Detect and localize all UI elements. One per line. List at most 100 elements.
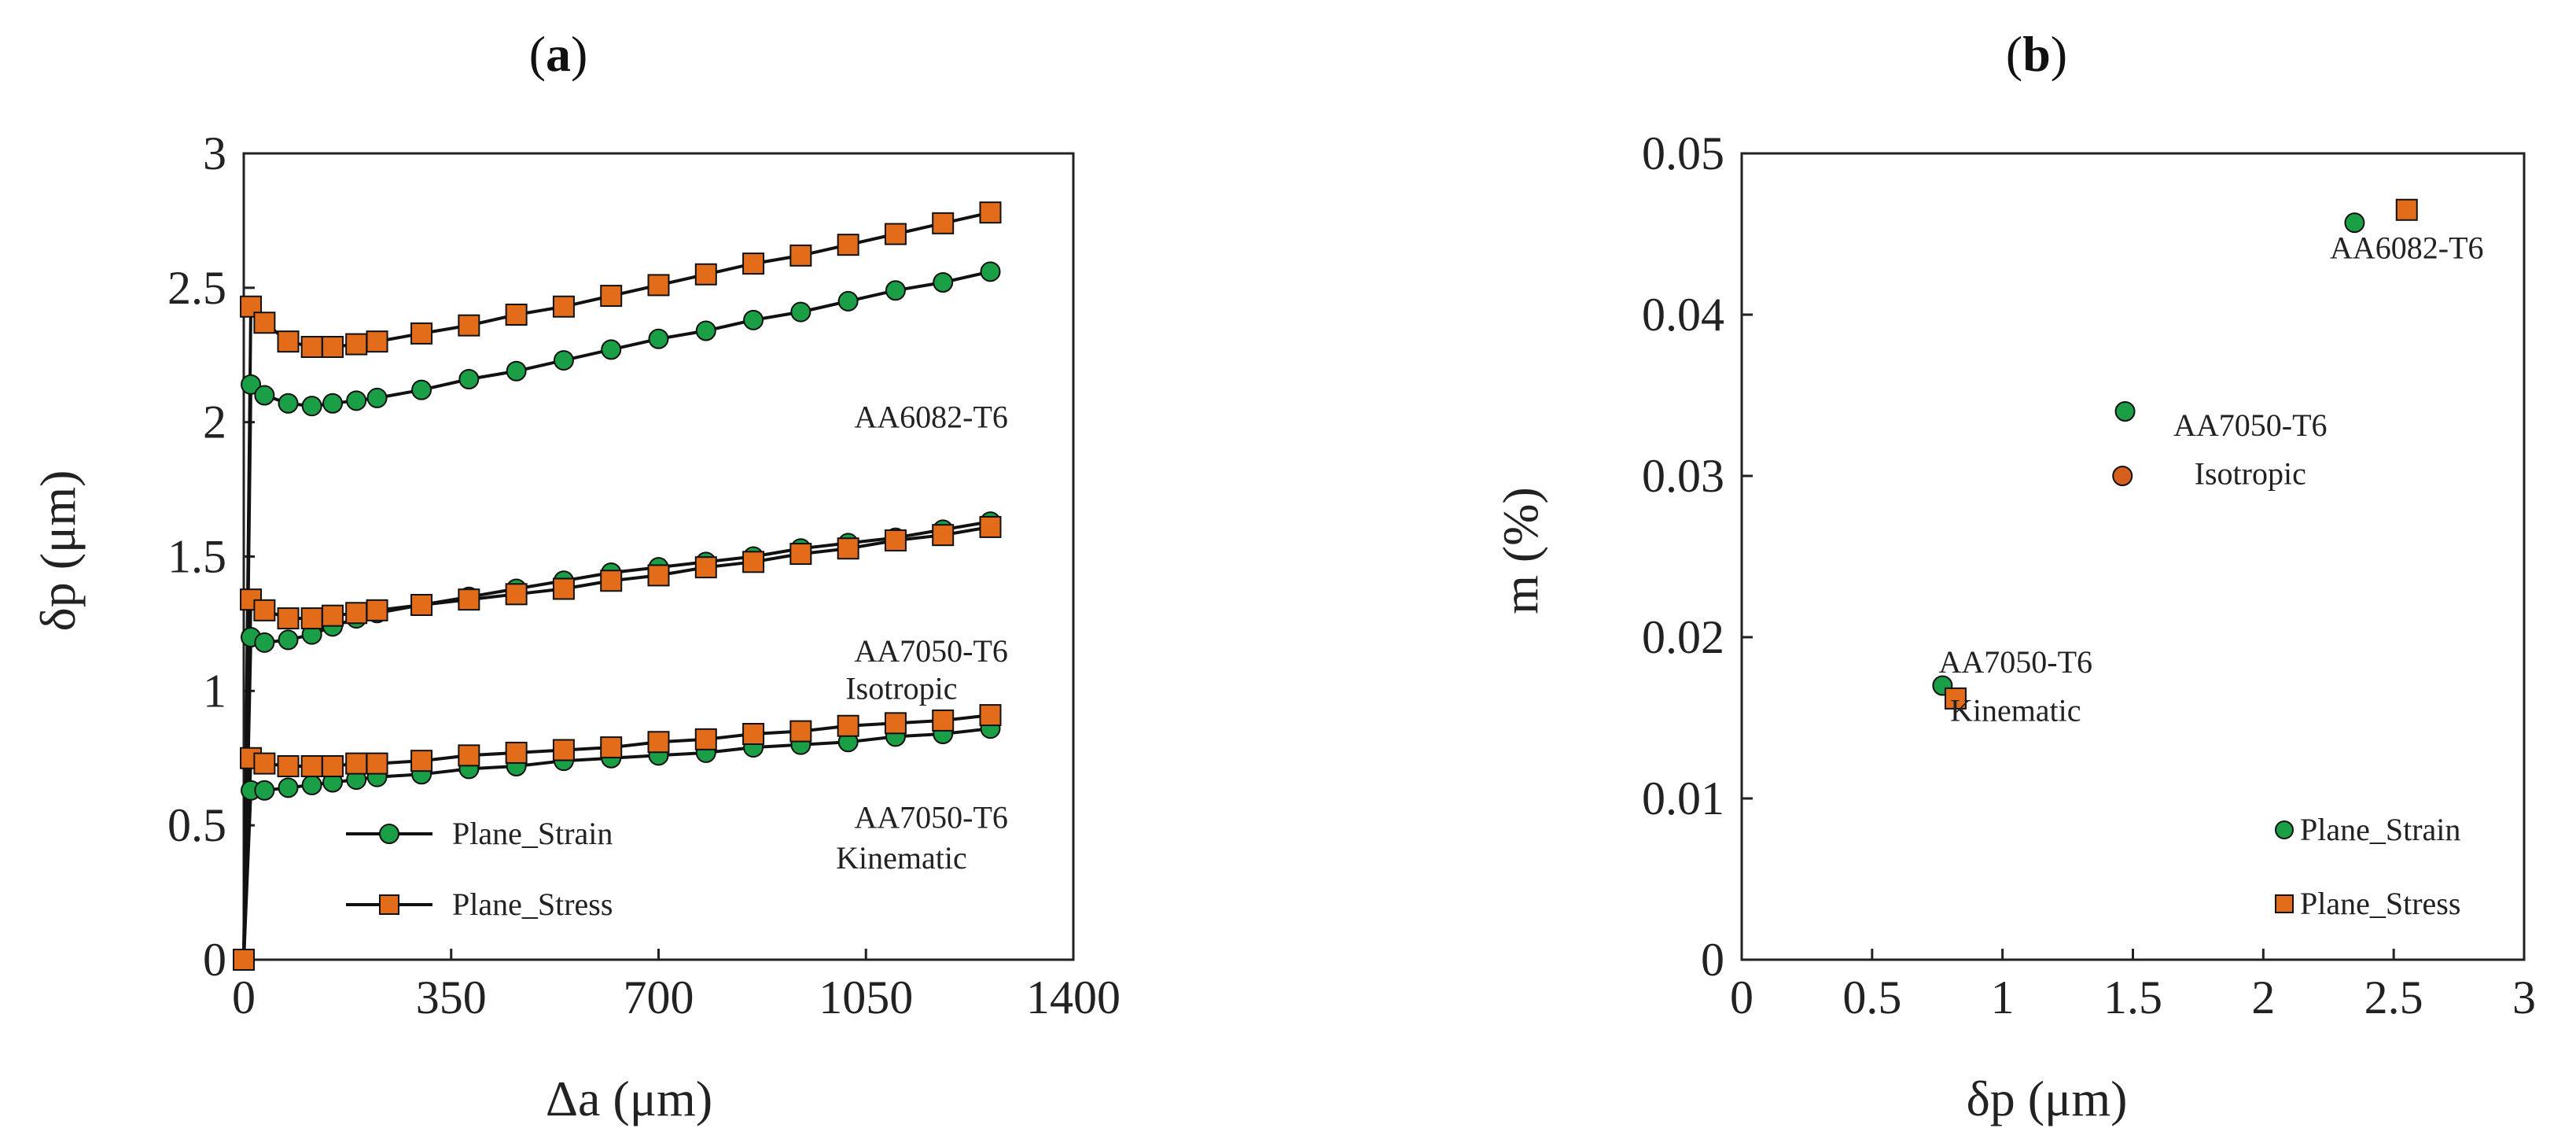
annotation-label: AA7050-T6 [854,800,1008,835]
legend-marker-plane-strain [379,824,399,844]
panel-b-markers [1932,198,2418,710]
y-tick-label: 0.05 [1642,127,1724,179]
data-point-plane-strain [933,272,954,293]
data-point-plane-stress [300,607,323,630]
data-point-plane-stress [253,599,276,621]
data-point-plane-strain [254,632,275,653]
data-point-plane-strain [278,629,299,651]
panel-b-label: (b) [2006,26,2067,82]
data-point-plane-stress [694,556,717,579]
data-point-plane-stress [837,714,859,737]
annotation-label: Isotropic [845,671,957,706]
legend-marker-plane-stress [379,894,399,915]
data-point-plane-stress [300,755,323,777]
data-point-plane-stress [694,263,717,286]
legend-marker-plane-strain [2275,820,2294,839]
data-point-plane-stress [410,322,433,345]
y-tick-label: 0.01 [1642,772,1724,824]
data-point-plane-stress [505,583,528,606]
data-point-plane-strain [506,360,527,382]
y-tick-label: 1.5 [167,531,226,583]
data-point-plane-stress [240,295,263,318]
legend-label-plane-strain: Plane_Strain [2300,812,2460,847]
annotation-label: AA6082-T6 [854,400,1008,435]
data-point-plane-stress [789,543,812,566]
annotation-label: Kinematic [1950,693,2081,728]
data-point-plane-strain [278,393,299,414]
data-point-plane-strain [346,390,367,411]
x-tick-label: 700 [624,972,694,1023]
data-point-plane-stress [458,314,480,337]
data-point-plane-stress [647,274,670,297]
data-point-plane-stress [505,304,528,326]
annotation-label: AA7050-T6 [854,633,1008,669]
x-tick-label: 0.5 [1842,972,1901,1023]
data-point-plane-strain [241,374,262,395]
data-point-plane-stress [600,285,623,308]
data-point-plane-stress [366,752,388,775]
data-point-plane-strain [2114,401,2136,422]
data-point-plane-strain [411,379,432,400]
panel-b-annotations: AA6082-T6 AA7050-T6 Isotropic AA7050-T6 Kine… [1938,230,2483,728]
data-point-plane-stress [2112,466,2133,486]
data-point-plane-stress [277,607,300,630]
data-point-plane-stress [253,312,276,334]
data-point-plane-stress [505,741,528,764]
panel-a-xlabel: Δa (μm) [546,1071,712,1126]
data-point-plane-strain [366,387,388,408]
data-point-plane-stress [410,594,433,616]
annotation-label: Kinematic [836,840,967,876]
data-point-plane-strain [2344,212,2365,234]
data-point-plane-stress [600,736,623,759]
data-point-plane-strain [553,350,574,371]
data-point-plane-stress [458,744,480,767]
data-point-plane-strain [837,290,859,312]
y-tick-label: 0 [1701,934,1724,986]
x-tick-label: 1050 [819,972,913,1023]
data-point-plane-strain [322,393,344,414]
data-point-plane-stress [345,602,368,625]
data-point-plane-stress [552,577,575,600]
data-point-plane-stress [458,588,480,611]
data-point-plane-stress [552,739,575,761]
legend-marker-plane-stress [2275,894,2294,913]
data-point-plane-stress [932,709,955,732]
data-point-plane-stress [233,949,255,971]
y-tick-label: 0 [203,934,226,986]
legend-label-plane-strain: Plane_Strain [452,816,613,851]
legend-label-plane-stress: Plane_Stress [2300,886,2460,921]
annotation-label: AA6082-T6 [2330,230,2484,265]
x-tick-label: 2 [2251,972,2275,1023]
y-tick-label: 1 [203,665,226,717]
legend-label-plane-stress: Plane_Stress [452,887,613,922]
data-point-plane-stress [366,330,388,353]
data-point-plane-strain [601,339,622,360]
panel-a-letter: a [546,26,571,82]
y-tick-label: 2.5 [167,262,226,314]
data-point-plane-stress [789,244,812,267]
data-point-plane-stress [600,570,623,592]
y-tick-label: 3 [203,127,226,179]
data-point-plane-stress [1944,687,1967,710]
x-tick-label: 350 [416,972,487,1023]
panel-a-ylabel: δp (μm) [30,470,86,632]
data-point-plane-strain [648,328,669,349]
data-point-plane-stress [410,750,433,772]
data-point-plane-stress [277,755,300,777]
data-point-plane-stress [694,728,717,750]
data-point-plane-strain [743,309,764,330]
data-point-plane-stress [979,704,1002,727]
data-point-plane-stress [837,537,859,560]
data-point-plane-stress [322,755,344,777]
data-point-plane-stress [979,515,1002,538]
data-point-plane-stress [552,295,575,318]
data-point-plane-strain [885,280,906,301]
data-point-plane-stress [253,752,276,775]
annotation-label: AA7050-T6 [2173,407,2328,443]
y-tick-label: 0.04 [1642,289,1724,341]
panel-b: (b) 0 0.5 1 1.5 2 2.5 3 0 0.01 0.02 0.03 0.04 0.05 A… [1492,26,2536,1126]
panel-a-markers [233,201,1002,971]
data-point-plane-strain [695,320,716,341]
x-tick-label: 1400 [1026,972,1121,1023]
